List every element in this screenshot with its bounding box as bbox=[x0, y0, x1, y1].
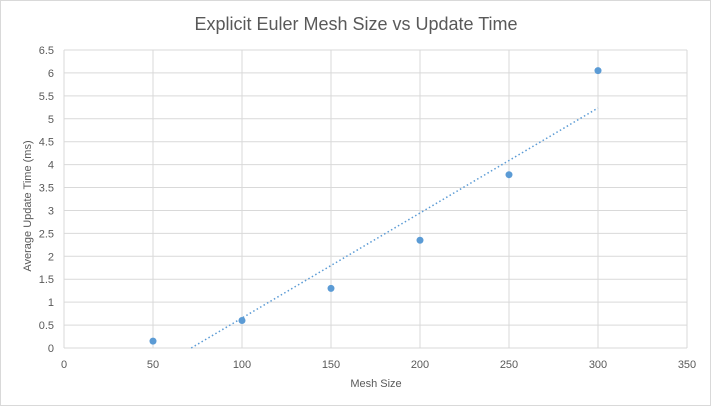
x-tick-label: 0 bbox=[61, 359, 67, 371]
x-axis-tick-labels: 0 50 100 150 200 250 300 350 bbox=[61, 359, 696, 371]
x-tick-label: 250 bbox=[500, 359, 518, 371]
x-tick-label: 200 bbox=[411, 359, 429, 371]
trendline-layer bbox=[190, 107, 599, 349]
x-tick-label: 100 bbox=[233, 359, 251, 371]
data-point bbox=[238, 316, 246, 324]
y-tick-label: 2 bbox=[48, 251, 54, 263]
chart-title: Explicit Euler Mesh Size vs Update Time bbox=[194, 14, 517, 34]
data-point bbox=[416, 236, 424, 244]
data-point bbox=[149, 337, 157, 345]
y-tick-label: 4.5 bbox=[39, 137, 54, 149]
y-tick-label: 5.5 bbox=[39, 91, 54, 103]
y-tick-label: 0 bbox=[48, 343, 54, 355]
data-point bbox=[327, 284, 335, 292]
y-axis-title: Average Update Time (ms) bbox=[22, 140, 34, 271]
y-tick-label: 5 bbox=[48, 114, 54, 126]
gridlines bbox=[63, 49, 688, 349]
y-tick-label: 4 bbox=[48, 160, 54, 172]
x-tick-label: 350 bbox=[678, 359, 696, 371]
x-tick-label: 50 bbox=[147, 359, 159, 371]
data-point bbox=[594, 67, 602, 75]
y-tick-label: 6.5 bbox=[39, 45, 54, 57]
y-tick-label: 6 bbox=[48, 68, 54, 80]
data-point bbox=[505, 171, 513, 179]
x-axis-title: Mesh Size bbox=[350, 378, 401, 390]
x-tick-label: 300 bbox=[589, 359, 607, 371]
y-tick-label: 0.5 bbox=[39, 320, 54, 332]
y-tick-label: 3.5 bbox=[39, 183, 54, 195]
y-tick-label: 3 bbox=[48, 205, 54, 217]
y-tick-label: 2.5 bbox=[39, 228, 54, 240]
x-tick-label: 150 bbox=[322, 359, 340, 371]
y-tick-label: 1.5 bbox=[39, 274, 54, 286]
linear-trendline bbox=[190, 107, 599, 349]
y-tick-label: 1 bbox=[48, 297, 54, 309]
y-axis-tick-labels: 0 0.5 1 1.5 2 2.5 3 3.5 4 4.5 5 5.5 6 6.5 bbox=[39, 45, 54, 355]
data-points bbox=[149, 67, 602, 345]
